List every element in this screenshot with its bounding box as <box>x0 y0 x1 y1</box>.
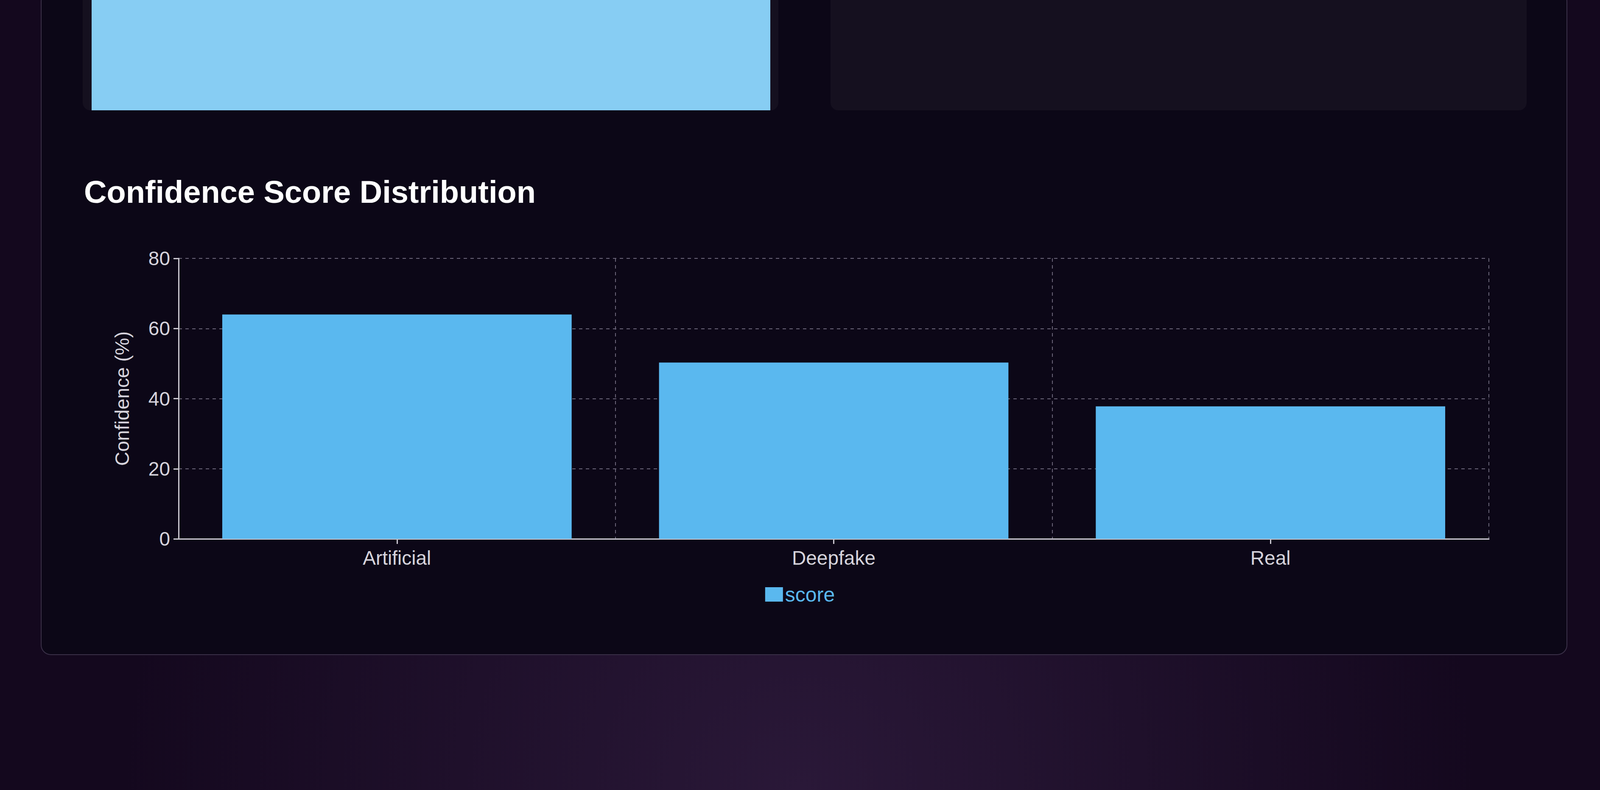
svg-text:Deepfake: Deepfake <box>791 546 876 569</box>
svg-text:score: score <box>785 583 835 606</box>
svg-text:Artificial: Artificial <box>362 546 431 569</box>
svg-text:40: 40 <box>148 387 171 410</box>
svg-text:Real: Real <box>1250 546 1291 569</box>
svg-text:80: 80 <box>148 247 171 270</box>
svg-text:60: 60 <box>148 317 171 340</box>
svg-text:0: 0 <box>159 527 171 550</box>
svg-text:Confidence Score Distribution: Confidence Score Distribution <box>83 174 536 210</box>
svg-text:Confidence (%): Confidence (%) <box>111 331 134 466</box>
svg-text:20: 20 <box>148 457 171 480</box>
